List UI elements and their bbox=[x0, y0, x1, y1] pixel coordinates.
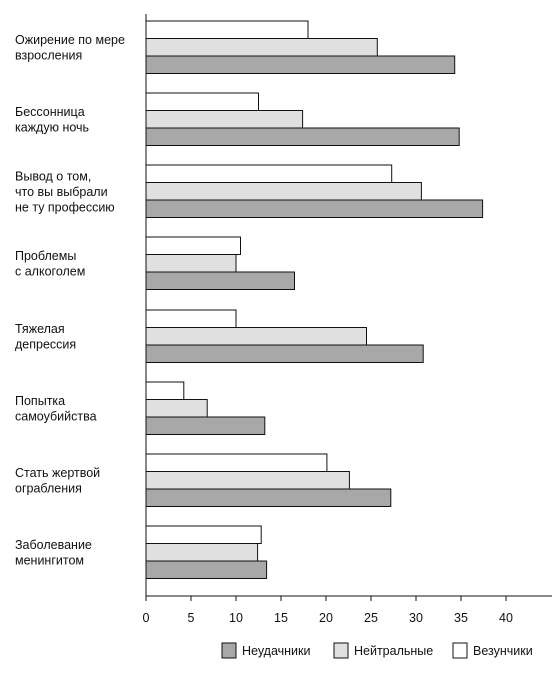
x-tick-label: 5 bbox=[188, 611, 195, 625]
bar-unlucky-3 bbox=[145, 271, 295, 290]
x-tick-label: 15 bbox=[274, 611, 288, 625]
category-label: Проблемы с алкоголем bbox=[15, 249, 85, 279]
bar-neutral-2 bbox=[145, 182, 422, 201]
bar-lucky-4 bbox=[145, 309, 237, 328]
legend-label: Нейтральные bbox=[354, 644, 433, 658]
category-label: Стать жертвой ограбления bbox=[15, 466, 100, 496]
legend-label: Везунчики bbox=[473, 644, 533, 658]
x-tick-label: 20 bbox=[319, 611, 333, 625]
x-tick-label: 35 bbox=[454, 611, 468, 625]
category-label: Заболевание менингитом bbox=[15, 538, 92, 568]
x-tick-label: 25 bbox=[364, 611, 378, 625]
category-label: Ожирение по мере взросления bbox=[15, 33, 125, 63]
x-axis: 0 5 10 15 20 25 30 35 40 bbox=[143, 14, 552, 625]
x-tick-label: 0 bbox=[143, 611, 150, 625]
legend: Неудачники Нейтральные Везунчики bbox=[221, 642, 533, 659]
bar-unlucky-4 bbox=[145, 344, 424, 363]
bar-unlucky-5 bbox=[145, 416, 266, 435]
bar-lucky-7 bbox=[145, 525, 262, 544]
bar-unlucky-0 bbox=[145, 55, 456, 74]
bar-lucky-5 bbox=[145, 381, 185, 400]
bar-neutral-1 bbox=[145, 110, 304, 129]
category-label: Бессонница каждую ночь bbox=[15, 105, 89, 135]
bar-neutral-0 bbox=[145, 38, 378, 57]
x-tick-label: 30 bbox=[409, 611, 423, 625]
legend-swatch bbox=[221, 642, 237, 659]
legend-swatch bbox=[452, 642, 468, 659]
bar-lucky-1 bbox=[145, 92, 259, 111]
legend-swatch bbox=[333, 642, 349, 659]
category-labels: Ожирение по мере взросления Бессонница кажд… bbox=[15, 33, 125, 568]
bars-layer bbox=[145, 20, 484, 579]
bar-lucky-0 bbox=[145, 20, 309, 39]
x-tick-label: 40 bbox=[499, 611, 513, 625]
bar-neutral-4 bbox=[145, 327, 367, 346]
category-label: Попытка самоубийства bbox=[15, 394, 97, 424]
x-tick-label: 10 bbox=[229, 611, 243, 625]
bar-lucky-6 bbox=[145, 453, 328, 472]
bar-neutral-6 bbox=[145, 471, 350, 490]
category-label: Вывод о том, что вы выбрали не ту професси… bbox=[15, 169, 115, 214]
bar-unlucky-1 bbox=[145, 127, 460, 146]
bar-neutral-3 bbox=[145, 254, 237, 273]
bar-lucky-2 bbox=[145, 164, 393, 183]
bar-lucky-3 bbox=[145, 236, 241, 255]
bar-unlucky-2 bbox=[145, 199, 484, 218]
legend-label: Неудачники bbox=[242, 644, 311, 658]
bar-unlucky-7 bbox=[145, 560, 268, 579]
bar-unlucky-6 bbox=[145, 488, 392, 507]
bar-neutral-5 bbox=[145, 399, 208, 418]
category-label: Тяжелая депрессия bbox=[15, 322, 76, 352]
bar-neutral-7 bbox=[145, 543, 259, 562]
